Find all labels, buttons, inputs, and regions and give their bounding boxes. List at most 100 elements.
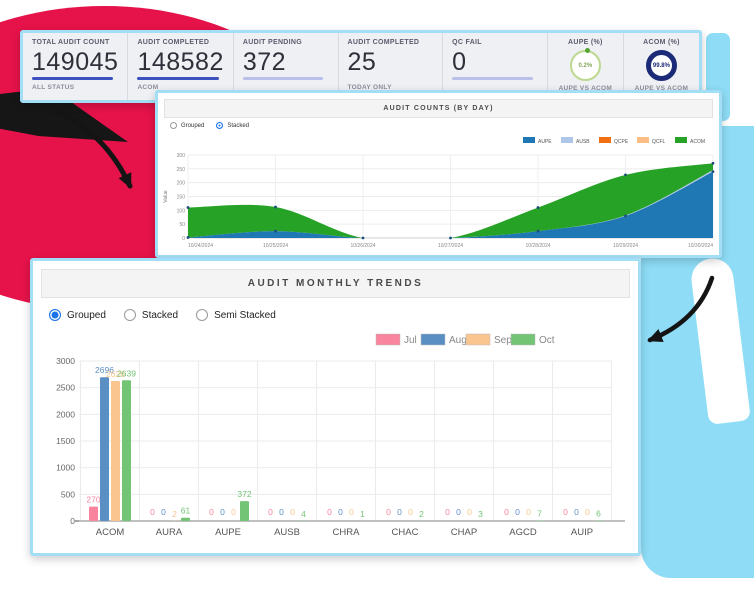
svg-text:CHAP: CHAP [451, 527, 477, 538]
svg-text:0: 0 [290, 507, 295, 517]
svg-text:QCFL: QCFL [652, 139, 666, 145]
svg-text:2: 2 [419, 509, 424, 519]
radio-circle-icon [49, 309, 61, 321]
legend-swatch-acom [675, 137, 687, 143]
radio-circle-icon [170, 122, 177, 129]
kpi-sublabel: ALL STATUS [32, 84, 75, 92]
legend-swatch-qcfl [637, 137, 649, 143]
svg-text:AGCD: AGCD [509, 527, 537, 538]
svg-text:0: 0 [408, 507, 413, 517]
svg-text:10/27/2024: 10/27/2024 [438, 243, 463, 249]
svg-text:0: 0 [182, 236, 185, 242]
svg-text:Aug: Aug [449, 335, 467, 346]
kpi-sublabel: AUPE VS ACOM [634, 85, 689, 92]
gauge-value: 99.8% [652, 62, 670, 69]
kpi-value: 372 [242, 48, 287, 76]
svg-text:10/25/2024: 10/25/2024 [263, 243, 288, 249]
kpi-underline [137, 77, 219, 81]
audit-counts-by-day-panel: AUDIT COUNTS (BY DAY) Grouped Stacked 0 50… [155, 90, 722, 258]
legend-swatch-aug [420, 333, 446, 346]
svg-text:AUSB: AUSB [576, 139, 590, 145]
bar-series-oct: 2639 61 372 4 1 2 3 7 6 [117, 368, 603, 521]
svg-text:0: 0 [338, 507, 343, 517]
svg-text:270: 270 [86, 495, 100, 505]
svg-text:2696: 2696 [95, 365, 114, 375]
kpi-card-row: TOTAL AUDIT COUNT 149045 ALL STATUS AUDIT… [23, 33, 699, 100]
radio-semi-stacked[interactable]: Semi Stacked [196, 309, 276, 321]
day-chart-title: AUDIT COUNTS (BY DAY) [164, 99, 713, 118]
svg-text:2639: 2639 [117, 368, 136, 378]
svg-text:7: 7 [537, 509, 542, 519]
radio-stacked[interactable]: Stacked [123, 309, 178, 321]
svg-text:ACOM: ACOM [96, 527, 125, 538]
kpi-underline [452, 77, 533, 81]
kpi-value: 0 [452, 48, 467, 76]
radio-circle-icon [123, 309, 136, 321]
svg-text:2500: 2500 [56, 383, 75, 393]
svg-text:CHRA: CHRA [333, 527, 361, 538]
svg-text:1000: 1000 [56, 463, 75, 473]
radio-stacked[interactable]: Stacked [216, 122, 249, 129]
svg-text:1: 1 [360, 509, 365, 519]
svg-text:200: 200 [177, 181, 186, 187]
data-point [536, 206, 540, 209]
svg-text:Value: Value [163, 190, 169, 203]
kpi-card-total-audit-count: TOTAL AUDIT COUNT 149045 ALL STATUS [23, 33, 129, 100]
gauge-value: 0.2% [578, 62, 593, 69]
svg-text:10/26/2024: 10/26/2024 [350, 243, 375, 249]
audit-monthly-trends-panel: AUDIT MONTHLY TRENDS Grouped Stacked Semi … [30, 258, 641, 556]
svg-text:0: 0 [220, 507, 225, 517]
area-series-aupe [188, 171, 713, 238]
radio-grouped[interactable]: Grouped [170, 122, 204, 129]
radio-label: Grouped [181, 122, 205, 129]
radio-label: Semi Stacked [214, 309, 276, 321]
kpi-label: AUDIT COMPLETED [137, 39, 210, 46]
svg-text:10/24/2024: 10/24/2024 [188, 243, 213, 249]
svg-text:4: 4 [301, 509, 306, 519]
svg-text:0: 0 [231, 507, 236, 517]
day-area-chart: 0 50 100 150 200 250 300 10/24/2024 10/25/2024 10… [163, 137, 715, 249]
radio-circle-icon [216, 122, 224, 129]
svg-text:0: 0 [585, 507, 590, 517]
legend-swatch-ausb [561, 137, 573, 143]
kpi-label: AUDIT PENDING [242, 39, 302, 46]
svg-text:0: 0 [397, 507, 402, 517]
kpi-sublabel: TODAY ONLY [347, 84, 392, 92]
kpi-underline [242, 77, 324, 81]
bar [181, 517, 190, 521]
svg-text:0: 0 [279, 507, 284, 517]
legend-swatch-oct [510, 333, 536, 346]
month-chart-legend: Jul Aug Sep Oct [375, 333, 555, 346]
svg-text:ACOM: ACOM [690, 139, 705, 145]
kpi-value: 25 [347, 48, 377, 76]
svg-text:0: 0 [445, 507, 450, 517]
svg-text:0: 0 [456, 507, 461, 517]
kpi-card-audit-completed: AUDIT COMPLETED 148582 ACOM [128, 33, 234, 100]
svg-text:QCPE: QCPE [614, 139, 629, 145]
svg-text:AUSB: AUSB [274, 527, 300, 538]
svg-text:0: 0 [574, 507, 579, 517]
svg-text:0: 0 [150, 507, 155, 517]
data-point [624, 214, 627, 218]
svg-text:AURA: AURA [156, 527, 183, 538]
kpi-underline [348, 77, 429, 80]
area-series-acom [188, 163, 713, 238]
radio-grouped[interactable]: Grouped [49, 309, 106, 321]
svg-text:2000: 2000 [56, 409, 75, 419]
kpi-value: 148582 [137, 48, 224, 76]
legend-swatch-aupe [523, 137, 535, 143]
data-point [186, 236, 190, 239]
svg-text:10/30/2024: 10/30/2024 [688, 243, 713, 249]
svg-text:150: 150 [177, 195, 186, 201]
kpi-sublabel: AUPE VS ACOM [558, 85, 613, 92]
data-point [624, 173, 627, 177]
svg-text:0: 0 [327, 507, 332, 517]
bar [240, 501, 249, 521]
svg-text:0: 0 [209, 507, 214, 517]
svg-text:100: 100 [177, 208, 186, 214]
kpi-gauge-card-acom-%: ACOM (%) 99.8% AUPE VS ACOM [624, 33, 699, 100]
curved-arrow-left-icon [54, 109, 133, 189]
